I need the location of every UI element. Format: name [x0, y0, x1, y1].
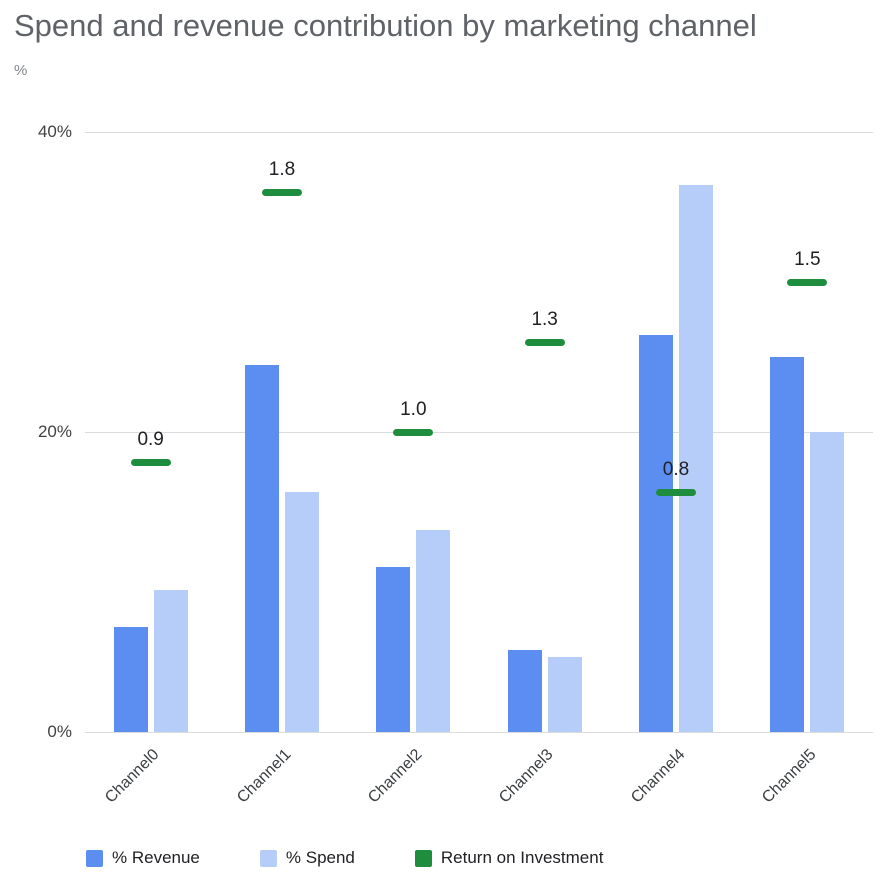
revenue-bar[interactable] — [638, 334, 673, 732]
roi-value-label: 1.3 — [531, 309, 558, 330]
bar-group: 0.8 Channel4 — [610, 132, 741, 806]
revenue-bar[interactable] — [507, 649, 542, 732]
x-axis-label: Channel0 — [102, 746, 163, 807]
x-axis-label: Channel4 — [627, 746, 689, 807]
legend-item: Return on Investment — [414, 848, 604, 868]
roi-value-label: 0.9 — [137, 429, 164, 450]
spend-bar[interactable] — [810, 432, 845, 732]
x-axis-label: Channel3 — [496, 746, 557, 807]
roi-value-label: 0.8 — [662, 459, 690, 480]
x-axis-label: Channel5 — [758, 746, 820, 807]
bar-group: 1.3 Channel3 — [479, 132, 610, 806]
x-axis-baseline — [85, 732, 873, 733]
roi-marker[interactable] — [524, 338, 565, 346]
roi-marker[interactable] — [393, 428, 434, 436]
legend-label: % Spend — [285, 848, 355, 867]
legend-swatch — [86, 849, 103, 867]
plot-area: 0.9 Channel0 1.8 Channel1 1.0 Channel2 1… — [85, 132, 873, 806]
legend-swatch — [259, 849, 277, 867]
spend-bar[interactable] — [547, 657, 582, 732]
y-axis-unit-label: % — [14, 62, 28, 79]
roi-marker[interactable] — [787, 278, 828, 286]
spend-bar[interactable] — [416, 529, 451, 732]
revenue-bar[interactable] — [770, 357, 805, 732]
bar-group: 1.8 Channel1 — [216, 132, 347, 806]
revenue-bar[interactable] — [376, 567, 411, 732]
x-axis-label: Channel1 — [233, 746, 295, 807]
gridline — [85, 132, 873, 133]
legend: % Revenue % Spend Return on Investment — [86, 848, 603, 868]
revenue-bar[interactable] — [113, 627, 148, 732]
bar-group: 1.0 Channel2 — [348, 132, 479, 806]
spend-bar[interactable] — [678, 184, 713, 732]
legend-swatch — [414, 849, 432, 867]
revenue-bar[interactable] — [244, 364, 279, 732]
legend-label: % Revenue — [112, 848, 200, 867]
legend-item: % Revenue — [86, 848, 200, 868]
chart-title: Spend and revenue contribution by market… — [14, 8, 757, 43]
legend-label: Return on Investment — [440, 848, 604, 867]
bar-group: 1.5 Channel5 — [742, 132, 873, 806]
spend-bar[interactable] — [284, 492, 319, 732]
roi-marker[interactable] — [261, 188, 302, 196]
y-axis-tick-label: 20% — [37, 422, 72, 441]
legend-item: % Spend — [259, 848, 355, 868]
bar-group: 0.9 Channel0 — [85, 132, 216, 806]
roi-marker[interactable] — [655, 488, 696, 496]
y-axis-tick-label: 0% — [47, 722, 72, 741]
roi-value-label: 1.5 — [794, 249, 821, 270]
roi-value-label: 1.8 — [268, 159, 296, 180]
spend-bar[interactable] — [153, 589, 188, 732]
roi-value-label: 1.0 — [400, 399, 427, 420]
y-axis-tick-label: 40% — [37, 122, 72, 141]
gridline — [85, 432, 873, 433]
x-axis-label: Channel2 — [364, 746, 426, 807]
roi-marker[interactable] — [130, 458, 171, 466]
